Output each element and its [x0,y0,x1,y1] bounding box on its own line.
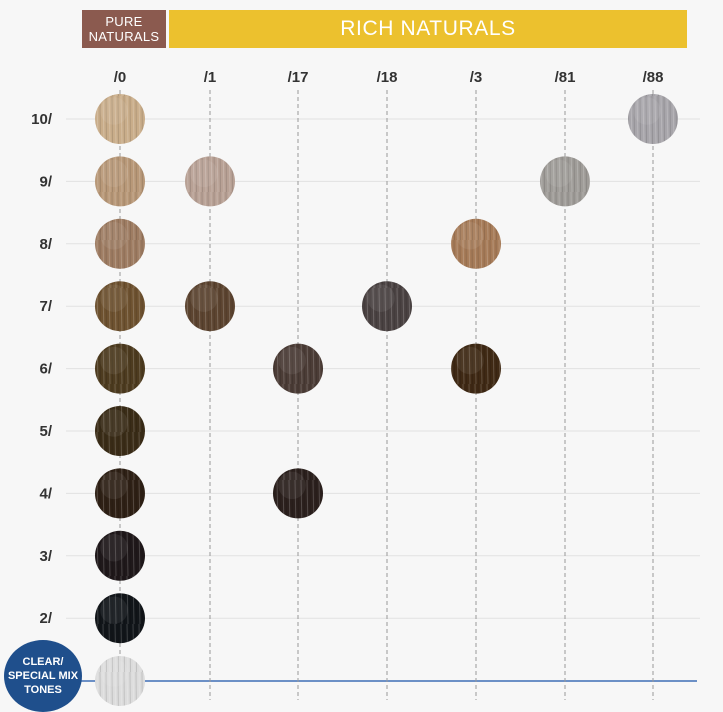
row-label: 3/ [39,548,52,565]
column-label: /1 [204,69,217,86]
row-label: 6/ [39,361,52,378]
shade-swatch[interactable] [540,156,590,207]
row-label: 5/ [39,423,52,440]
shade-swatch[interactable] [95,281,145,332]
row-label: 4/ [39,485,52,502]
shade-swatch[interactable] [95,218,145,269]
clear-special-mix-badge: CLEAR/ SPECIAL MIX TONES [4,640,82,712]
shade-swatch[interactable] [95,593,145,644]
shade-swatch[interactable] [273,468,323,519]
row-label: 9/ [39,173,52,190]
shade-swatch[interactable] [95,94,145,144]
column-label: /81 [555,69,576,86]
row-label: 7/ [39,298,52,315]
shade-swatch[interactable] [628,94,678,144]
shade-swatch[interactable] [95,468,145,519]
column-label: /88 [643,69,664,86]
rich-naturals-header: RICH NATURALS [169,10,687,48]
column-label: /18 [377,69,398,86]
shade-swatch[interactable] [185,156,235,207]
shade-swatch[interactable] [95,406,145,456]
shade-swatch[interactable] [451,218,501,269]
row-label: 2/ [39,610,52,627]
column-label: /17 [288,69,309,86]
clear-swatch[interactable] [95,656,145,706]
shade-swatch[interactable] [185,281,235,332]
shade-swatch[interactable] [95,156,145,207]
column-label: /0 [114,69,127,86]
column-label: /3 [470,69,483,86]
row-label: 8/ [39,236,52,253]
shade-swatch[interactable] [273,343,323,394]
shade-swatch[interactable] [451,343,501,394]
shade-swatch[interactable] [95,343,145,394]
pure-naturals-header: PURE NATURALS [82,10,166,48]
shade-swatch[interactable] [362,281,412,332]
shade-swatch[interactable] [95,530,145,581]
row-label: 10/ [31,111,53,128]
